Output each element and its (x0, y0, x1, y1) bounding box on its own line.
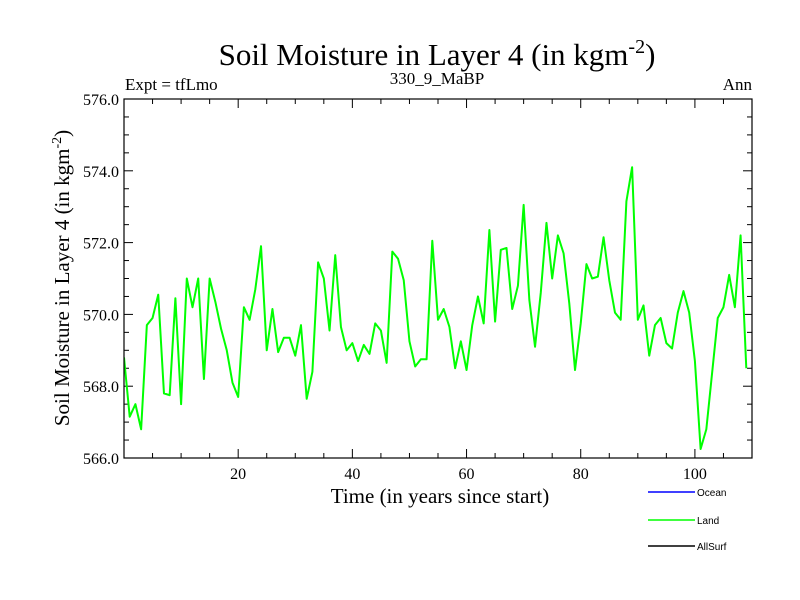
chart-title: Soil Moisture in Layer 4 (in kgm-2) (219, 36, 656, 72)
y-tick-label: 570.0 (83, 307, 119, 324)
x-axis-label: Time (in years since start) (331, 484, 550, 508)
y-axis-label: Soil Moisture in Layer 4 (in kgm-2) (50, 130, 74, 426)
x-axis-ticks: 20 40 60 80 100 (152, 99, 724, 483)
legend-label-allsurf: AllSurf (697, 542, 727, 553)
plot-frame (123, 98, 753, 459)
legend-label-ocean: Ocean (697, 488, 726, 499)
legend: Ocean Land AllSurf (648, 488, 727, 553)
x-tick-label: 100 (683, 466, 707, 483)
experiment-label: Expt = tfLmo (125, 75, 218, 94)
y-tick-label: 574.0 (83, 164, 119, 181)
x-tick-label: 40 (344, 466, 360, 483)
y-tick-label: 576.0 (83, 92, 119, 109)
y-tick-label: 566.0 (83, 451, 119, 468)
y-tick-label: 568.0 (83, 379, 119, 396)
y-axis-ticks: 566.0 568.0 570.0 572.0 574.0 576.0 (83, 92, 752, 468)
period-label: 330_9_MaBP (390, 69, 484, 88)
x-tick-label: 20 (230, 466, 246, 483)
x-tick-label: 60 (459, 466, 475, 483)
series-layer (124, 166, 748, 451)
y-tick-label: 572.0 (83, 236, 119, 253)
series-line-land (124, 166, 748, 451)
x-tick-label: 80 (573, 466, 589, 483)
season-label: Ann (723, 75, 753, 94)
legend-label-land: Land (697, 516, 719, 527)
